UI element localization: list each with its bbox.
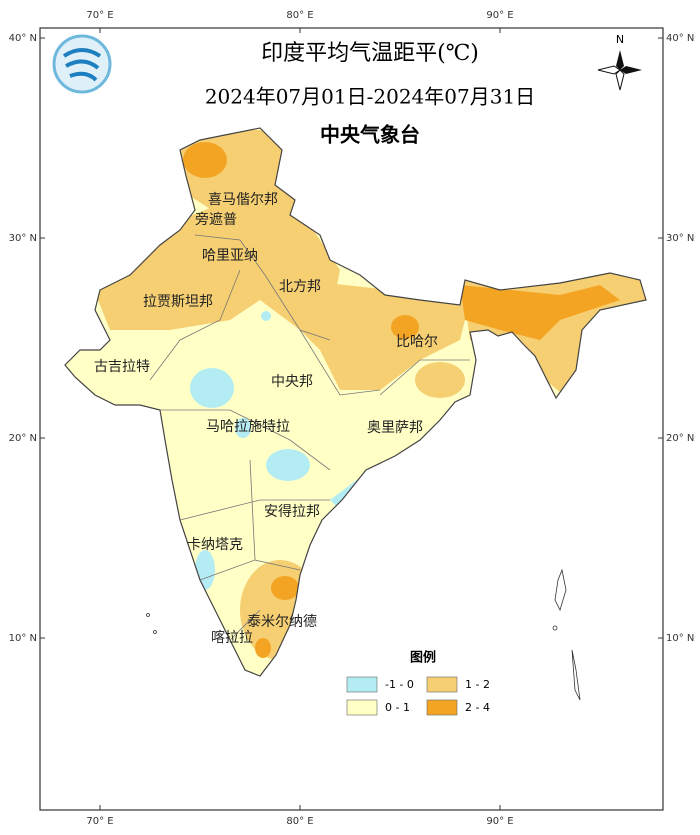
lat-label: 40° N xyxy=(9,33,37,44)
lat-label: 30° N xyxy=(666,233,694,244)
legend-label: -1 - 0 xyxy=(385,678,414,691)
region-label: 北方邦 xyxy=(279,279,321,295)
region-label: 马哈拉施特拉 xyxy=(206,419,290,435)
lat-label: 40° N xyxy=(666,33,694,44)
lon-label: 80° E xyxy=(286,10,313,21)
lat-label: 20° N xyxy=(9,433,37,444)
lat-label: 30° N xyxy=(9,233,37,244)
region-label: 旁遮普 xyxy=(195,211,237,228)
lon-label: 70° E xyxy=(86,10,113,21)
compass-n: N xyxy=(616,33,624,46)
region-label: 古吉拉特 xyxy=(94,359,150,375)
region-label: 比哈尔 xyxy=(396,334,438,350)
region-label: 喀拉拉 xyxy=(211,630,253,646)
legend-label: 1 - 2 xyxy=(465,678,490,691)
agency: 中央气象台 xyxy=(320,123,420,147)
date-range: 2024年07月01日-2024年07月31日 xyxy=(205,85,535,109)
legend-swatch xyxy=(346,699,378,716)
legend-swatch xyxy=(426,699,458,716)
legend-swatch xyxy=(346,676,378,693)
region-label: 奥里萨邦 xyxy=(367,419,423,436)
legend-label: 0 - 1 xyxy=(385,701,410,714)
legend: 图例 -1 - 0 1 - 2 0 - 1 2 - 4 xyxy=(346,650,490,716)
lon-label: 70° E xyxy=(86,816,113,827)
region-label: 喜马偕尔邦 xyxy=(208,191,278,208)
legend-label: 2 - 4 xyxy=(465,701,490,714)
state-borders xyxy=(149,234,470,641)
region-label: 泰米尔纳德 xyxy=(247,614,317,630)
region-label: 中央邦 xyxy=(271,374,313,390)
lat-label: 10° N xyxy=(666,633,694,644)
lon-label: 90° E xyxy=(486,10,513,21)
legend-title: 图例 xyxy=(410,650,436,666)
frame-ticks xyxy=(40,28,663,810)
north-arrow: N xyxy=(597,33,642,91)
title: 印度平均气温距平(℃) xyxy=(261,41,479,66)
legend-swatch xyxy=(426,676,458,693)
region-label: 哈里亚纳 xyxy=(202,248,258,264)
lon-label: 80° E xyxy=(286,816,313,827)
lat-label: 20° N xyxy=(666,433,694,444)
lon-label: 90° E xyxy=(486,816,513,827)
region-label: 安得拉邦 xyxy=(264,503,320,520)
region-label: 拉贾斯坦邦 xyxy=(143,294,213,310)
islands xyxy=(146,568,581,701)
logo xyxy=(52,34,112,94)
lat-label: 10° N xyxy=(9,633,37,644)
region-label: 卡纳塔克 xyxy=(187,537,243,553)
